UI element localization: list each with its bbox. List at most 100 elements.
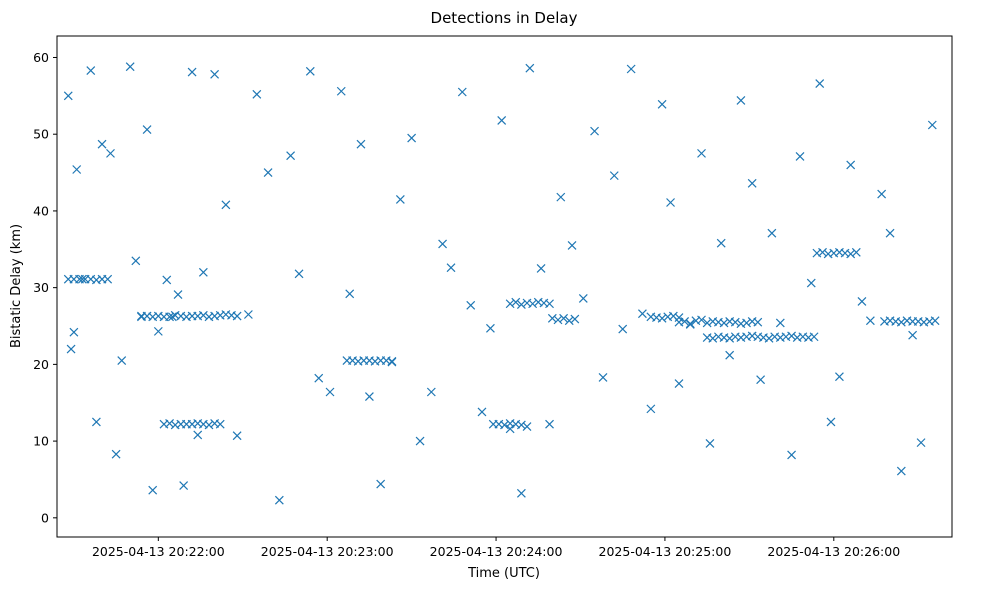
data-point bbox=[719, 318, 729, 328]
data-point bbox=[165, 312, 175, 322]
data-point bbox=[148, 485, 158, 495]
data-point bbox=[609, 171, 619, 181]
data-point bbox=[86, 66, 96, 75]
data-point bbox=[111, 449, 121, 459]
data-point bbox=[72, 165, 82, 174]
plot-frame bbox=[56, 35, 953, 538]
data-point bbox=[590, 126, 599, 136]
data-point bbox=[125, 62, 135, 72]
data-point bbox=[666, 198, 675, 207]
data-point bbox=[787, 331, 796, 341]
data-point bbox=[63, 91, 73, 101]
data-point bbox=[97, 139, 107, 149]
data-point bbox=[364, 392, 374, 402]
data-point bbox=[908, 330, 918, 340]
data-point bbox=[263, 168, 273, 177]
data-point bbox=[252, 89, 262, 99]
x-tick-label: 2025-04-13 20:26:00 bbox=[767, 544, 900, 559]
data-point bbox=[545, 299, 554, 309]
data-point bbox=[896, 466, 906, 476]
data-point bbox=[193, 430, 203, 440]
data-point bbox=[545, 419, 554, 429]
data-point bbox=[865, 316, 875, 326]
data-point bbox=[294, 269, 304, 279]
data-point bbox=[511, 297, 521, 307]
data-point bbox=[516, 420, 526, 430]
data-point bbox=[736, 96, 746, 105]
data-point bbox=[500, 420, 509, 430]
x-tick-label: 2025-04-13 20:23:00 bbox=[261, 544, 394, 559]
data-point bbox=[232, 311, 242, 321]
data-point bbox=[165, 419, 175, 428]
data-point bbox=[930, 316, 940, 326]
data-point bbox=[142, 125, 152, 135]
data-point bbox=[806, 278, 816, 288]
y-axis-label: Bistatic Delay (km) bbox=[9, 224, 24, 348]
x-tick-label: 2025-04-13 20:25:00 bbox=[599, 544, 732, 559]
data-point bbox=[457, 87, 467, 97]
data-point bbox=[564, 316, 574, 326]
data-point bbox=[516, 300, 526, 309]
data-point bbox=[204, 420, 214, 430]
data-point bbox=[570, 314, 580, 324]
y-tick-label: 40 bbox=[33, 203, 49, 218]
y-tick-label: 30 bbox=[33, 280, 49, 295]
data-point bbox=[730, 317, 740, 327]
data-point bbox=[725, 350, 735, 360]
data-point bbox=[117, 356, 127, 365]
x-axis: 2025-04-13 20:22:00 2025-04-13 20:23:00 20… bbox=[92, 537, 900, 559]
data-point bbox=[646, 404, 656, 414]
data-point bbox=[179, 481, 189, 491]
data-point bbox=[438, 239, 448, 249]
data-point bbox=[345, 289, 355, 299]
data-point bbox=[559, 313, 569, 323]
data-point bbox=[834, 372, 844, 382]
chart-title: Detections in Delay bbox=[431, 9, 578, 27]
data-point bbox=[516, 488, 526, 498]
data-point bbox=[407, 133, 417, 143]
data-point bbox=[387, 356, 397, 366]
data-point bbox=[618, 324, 628, 334]
data-point bbox=[815, 79, 825, 88]
data-point bbox=[415, 436, 425, 446]
data-point bbox=[877, 189, 887, 199]
data-point bbox=[705, 438, 715, 448]
data-point bbox=[795, 152, 805, 161]
data-point bbox=[702, 318, 712, 328]
data-point bbox=[486, 323, 495, 333]
data-point bbox=[305, 66, 315, 76]
data-point bbox=[896, 317, 906, 327]
data-point bbox=[187, 67, 197, 77]
data-point bbox=[556, 192, 566, 202]
data-point bbox=[846, 249, 856, 259]
data-point bbox=[764, 333, 774, 343]
data-point bbox=[497, 115, 507, 125]
data-point bbox=[536, 264, 546, 273]
y-tick-label: 50 bbox=[33, 127, 49, 142]
data-point bbox=[525, 63, 535, 73]
data-point bbox=[91, 417, 101, 427]
data-point bbox=[153, 326, 163, 336]
y-tick-label: 60 bbox=[33, 50, 49, 65]
data-point bbox=[767, 228, 777, 238]
data-point bbox=[198, 267, 208, 277]
data-point bbox=[716, 238, 726, 248]
x-tick-label: 2025-04-13 20:22:00 bbox=[92, 544, 225, 559]
data-markers bbox=[63, 62, 940, 505]
data-point bbox=[578, 293, 588, 303]
data-point bbox=[809, 332, 819, 342]
data-point bbox=[747, 178, 757, 188]
data-point bbox=[857, 297, 867, 306]
data-point bbox=[916, 438, 926, 448]
data-point bbox=[69, 327, 79, 337]
data-point bbox=[846, 160, 856, 170]
data-point bbox=[547, 313, 557, 323]
data-point bbox=[426, 387, 436, 397]
data-point bbox=[598, 372, 608, 382]
data-point bbox=[286, 151, 296, 161]
data-point bbox=[215, 419, 225, 429]
data-point bbox=[356, 139, 366, 149]
data-point bbox=[553, 315, 563, 325]
data-point bbox=[505, 299, 515, 309]
